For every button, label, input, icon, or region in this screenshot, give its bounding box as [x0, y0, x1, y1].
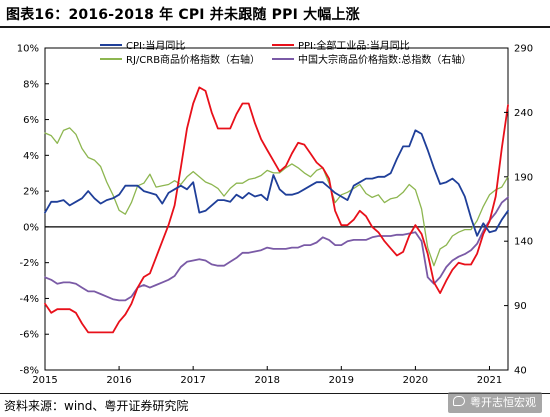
series-line-ppi	[44, 86, 509, 334]
source-note: 资料来源：wind、粤开证券研究院	[4, 399, 189, 413]
left-tick-label: 4%	[23, 151, 39, 162]
legend-label-cn: 中国大宗商品价格指数:总指数（右轴）	[298, 53, 471, 66]
x-tick-label: 2018	[255, 375, 280, 386]
right-tick-label: 140	[514, 237, 533, 248]
left-tick-label: 8%	[23, 79, 39, 90]
series-line-cpi	[44, 129, 509, 237]
left-tick-label: -8%	[20, 366, 39, 377]
legend-label-ppi: PPI:全部工业品:当月同比	[298, 39, 410, 52]
title-divider	[0, 26, 550, 28]
x-tick-label: 2020	[403, 375, 428, 386]
x-tick-label: 2021	[477, 375, 502, 386]
left-tick-label: -2%	[20, 258, 39, 269]
left-tick-label: -4%	[20, 294, 39, 305]
x-tick-label: 2016	[106, 375, 131, 386]
left-tick-label: -6%	[20, 330, 39, 341]
x-tick-label: 2017	[180, 375, 205, 386]
watermark-text: 粤开志恒宏观	[470, 396, 536, 409]
x-tick-label: 2015	[32, 375, 57, 386]
legend-label-cpi: CPI:当月同比	[126, 39, 185, 52]
left-tick-label: 10%	[17, 44, 39, 55]
series-line-cn	[44, 196, 509, 302]
right-tick-label: 190	[514, 172, 533, 183]
right-tick-label: 240	[514, 108, 533, 119]
left-tick-label: 6%	[23, 115, 39, 126]
figure-title: 图表16：2016-2018 年 CPI 并未跟随 PPI 大幅上涨	[6, 7, 360, 23]
legend-label-rjcrb: RJ/CRB商品价格指数（右轴）	[126, 53, 260, 66]
wechat-icon	[453, 396, 465, 406]
right-tick-label: 290	[514, 44, 533, 55]
watermark-badge: 粤开志恒宏观	[448, 392, 542, 413]
left-tick-label: 0%	[23, 222, 39, 233]
series-line-rjcrb	[44, 127, 509, 267]
plot-frame	[44, 47, 509, 371]
x-tick-label: 2019	[329, 375, 354, 386]
right-tick-label: 40	[514, 366, 527, 377]
left-tick-label: 2%	[23, 187, 39, 198]
footer-divider	[0, 393, 550, 394]
right-tick-label: 90	[514, 301, 527, 312]
